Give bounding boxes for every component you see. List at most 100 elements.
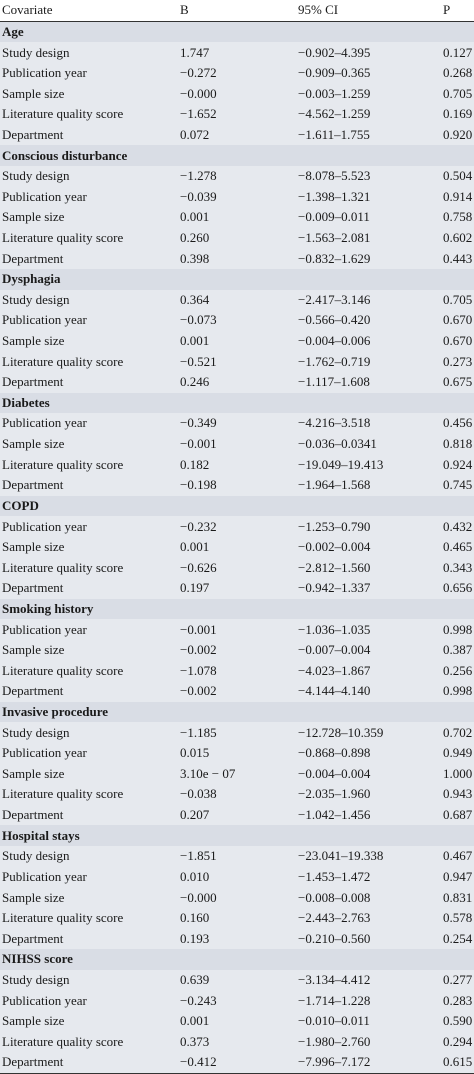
p-cell: 0.294 [441, 1031, 474, 1053]
covariate-cell: Publication year [0, 62, 178, 84]
ci-cell: −0.008–0.008 [296, 887, 441, 908]
p-cell: 0.998 [441, 619, 474, 640]
table-row: Department 0.246 −1.117–1.608 0.675 [0, 371, 474, 393]
table-header: Covariate B 95% CI P [0, 0, 474, 22]
b-cell: −0.001 [178, 433, 296, 455]
covariate-cell: Department [0, 371, 178, 393]
table-row: Literature quality score −1.078 −4.023–1.8… [0, 660, 474, 682]
covariate-cell: Department [0, 681, 178, 702]
covariate-cell: Publication year [0, 619, 178, 640]
group-title: Conscious disturbance [0, 145, 474, 166]
b-cell: −1.278 [178, 165, 296, 187]
covariate-cell: Study design [0, 289, 178, 311]
b-cell: −0.038 [178, 784, 296, 805]
b-cell: −0.001 [178, 619, 296, 640]
covariate-cell: Department [0, 1052, 178, 1074]
table-row: Sample size 3.10e − 07 −0.004–0.004 1.000 [0, 763, 474, 785]
ci-cell: −2.812–1.560 [296, 557, 441, 579]
p-cell: 0.343 [441, 557, 474, 579]
ci-cell: −0.009–0.011 [296, 207, 441, 228]
p-cell: 0.914 [441, 186, 474, 208]
covariate-cell: Publication year [0, 186, 178, 208]
covariate-cell: Literature quality score [0, 784, 178, 805]
b-cell: −0.349 [178, 413, 296, 434]
table-row: Literature quality score −1.652 −4.562–1.2… [0, 104, 474, 125]
b-cell: 0.010 [178, 866, 296, 888]
table-row: Sample size 0.001 −0.009–0.011 0.758 [0, 207, 474, 228]
covariate-cell: Department [0, 804, 178, 826]
group-title: Invasive procedure [0, 701, 474, 723]
covariate-cell: Publication year [0, 516, 178, 537]
covariate-cell: Sample size [0, 536, 178, 558]
covariate-cell: Sample size [0, 433, 178, 455]
covariate-cell: Publication year [0, 413, 178, 434]
group-header-row: Smoking history [0, 598, 474, 620]
p-cell: 0.705 [441, 289, 474, 311]
b-cell: −0.521 [178, 351, 296, 372]
b-cell: 0.246 [178, 371, 296, 393]
p-cell: 0.254 [441, 928, 474, 950]
ci-cell: −0.003–1.259 [296, 83, 441, 105]
table-row: Department 0.193 −0.210–0.560 0.254 [0, 928, 474, 950]
covariate-cell: Sample size [0, 83, 178, 105]
group-title: Dysphagia [0, 268, 474, 290]
covariate-cell: Sample size [0, 207, 178, 228]
table-row: Study design 0.639 −3.134–4.412 0.277 [0, 969, 474, 991]
table-row: Department −0.412 −7.996–7.172 0.615 [0, 1052, 474, 1074]
covariate-cell: Literature quality score [0, 104, 178, 125]
covariate-cell: Literature quality score [0, 351, 178, 372]
table-row: Publication year −0.243 −1.714–1.228 0.283 [0, 990, 474, 1011]
ci-cell: −0.868–0.898 [296, 742, 441, 764]
table-row: Sample size 0.001 −0.002–0.004 0.465 [0, 536, 474, 558]
covariate-cell: Literature quality score [0, 227, 178, 249]
ci-cell: −4.562–1.259 [296, 104, 441, 125]
p-cell: 0.702 [441, 722, 474, 743]
b-cell: −0.412 [178, 1052, 296, 1074]
covariate-cell: Study design [0, 969, 178, 991]
b-cell: −0.243 [178, 990, 296, 1011]
p-cell: 0.675 [441, 371, 474, 393]
group-header-row: Age [0, 21, 474, 43]
header-p: P [441, 0, 474, 22]
header-row: Covariate B 95% CI P [0, 0, 474, 22]
ci-cell: −1.253–0.790 [296, 516, 441, 537]
table-row: Literature quality score −0.521 −1.762–0.7… [0, 351, 474, 372]
covariate-cell: Sample size [0, 639, 178, 661]
ci-cell: −8.078–5.523 [296, 165, 441, 187]
table-row: Sample size −0.000 −0.008–0.008 0.831 [0, 887, 474, 908]
ci-cell: −23.041–19.338 [296, 845, 441, 867]
table-row: Publication year 0.015 −0.868–0.898 0.949 [0, 742, 474, 764]
header-covariate: Covariate [0, 0, 178, 22]
table-row: Publication year −0.272 −0.909–0.365 0.268 [0, 62, 474, 84]
covariate-cell: Study design [0, 42, 178, 63]
covariate-cell: Literature quality score [0, 907, 178, 929]
ci-cell: −0.566–0.420 [296, 310, 441, 331]
b-cell: −0.000 [178, 887, 296, 908]
ci-cell: −1.563–2.081 [296, 227, 441, 249]
b-cell: −0.232 [178, 516, 296, 537]
p-cell: 0.127 [441, 42, 474, 63]
covariate-cell: Study design [0, 165, 178, 187]
p-cell: 0.656 [441, 578, 474, 599]
covariate-cell: Department [0, 248, 178, 269]
table-row: Department 0.197 −0.942–1.337 0.656 [0, 578, 474, 599]
group-header-row: NIHSS score [0, 949, 474, 970]
b-cell: 0.001 [178, 1010, 296, 1032]
p-cell: 0.283 [441, 990, 474, 1011]
covariate-cell: Literature quality score [0, 454, 178, 476]
group-header-row: Conscious disturbance [0, 145, 474, 166]
ci-cell: −0.004–0.004 [296, 763, 441, 785]
covariate-cell: Publication year [0, 990, 178, 1011]
p-cell: 0.924 [441, 454, 474, 476]
ci-cell: −0.909–0.365 [296, 62, 441, 84]
ci-cell: −0.002–0.004 [296, 536, 441, 558]
ci-cell: −19.049–19.413 [296, 454, 441, 476]
p-cell: 0.465 [441, 536, 474, 558]
table-row: Study design −1.278 −8.078–5.523 0.504 [0, 165, 474, 187]
table-row: Sample size −0.000 −0.003–1.259 0.705 [0, 83, 474, 105]
p-cell: 0.949 [441, 742, 474, 764]
p-cell: 0.998 [441, 681, 474, 702]
b-cell: 0.001 [178, 536, 296, 558]
group-header-row: Dysphagia [0, 268, 474, 290]
